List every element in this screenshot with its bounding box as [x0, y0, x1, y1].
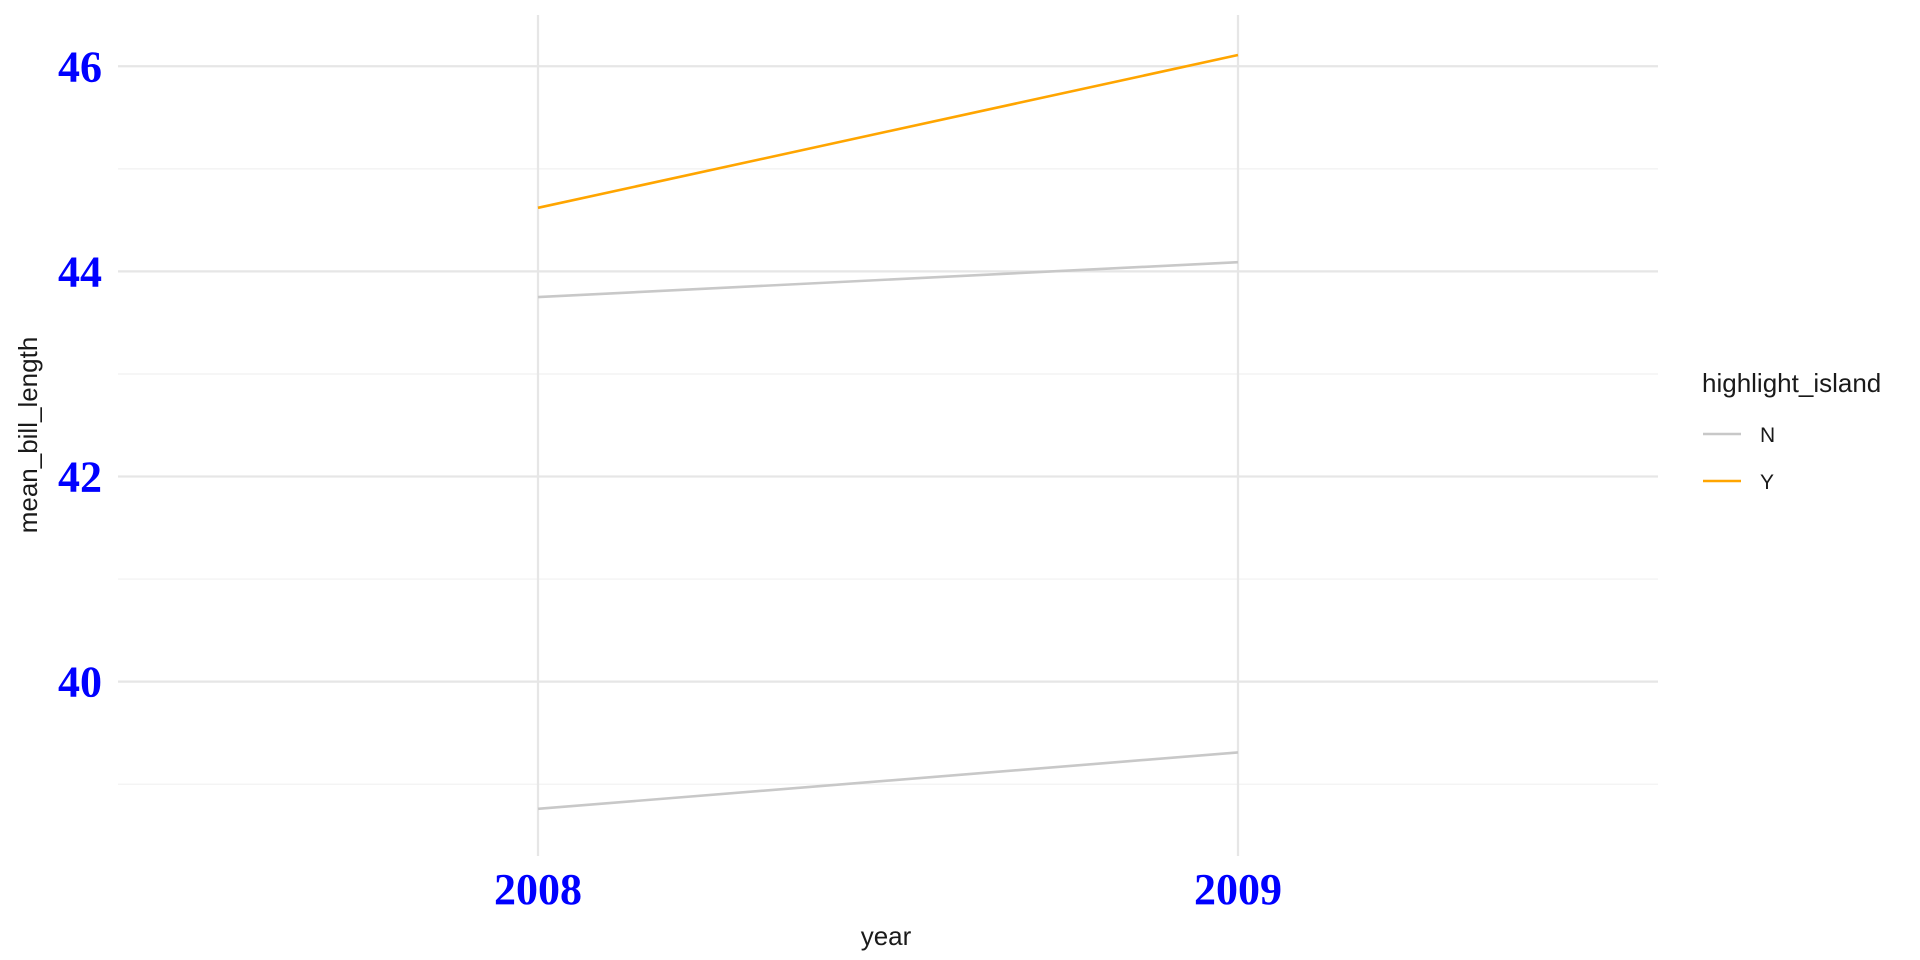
x-tick-labels: 2008 2009 — [494, 865, 1282, 914]
legend: highlight_island N Y — [1702, 368, 1881, 494]
y-axis-title: mean_bill_length — [13, 337, 43, 534]
legend-label-Y: Y — [1760, 471, 1774, 494]
y-tick-label: 46 — [58, 42, 102, 91]
series-lines — [537, 53, 1239, 811]
series-line-N — [537, 260, 1239, 299]
y-tick-label: 44 — [58, 247, 102, 296]
series-line-N — [537, 751, 1239, 811]
y-tick-label: 42 — [58, 453, 102, 502]
series-line-Y — [537, 53, 1239, 210]
legend-title: highlight_island — [1702, 368, 1881, 398]
x-axis-title: year — [861, 921, 912, 951]
legend-label-N: N — [1760, 424, 1775, 447]
x-tick-label: 2008 — [494, 865, 582, 914]
x-tick-label: 2009 — [1194, 865, 1282, 914]
gridlines — [118, 15, 1658, 856]
y-tick-label: 40 — [58, 658, 102, 707]
y-tick-labels: 40 42 44 46 — [58, 42, 102, 706]
